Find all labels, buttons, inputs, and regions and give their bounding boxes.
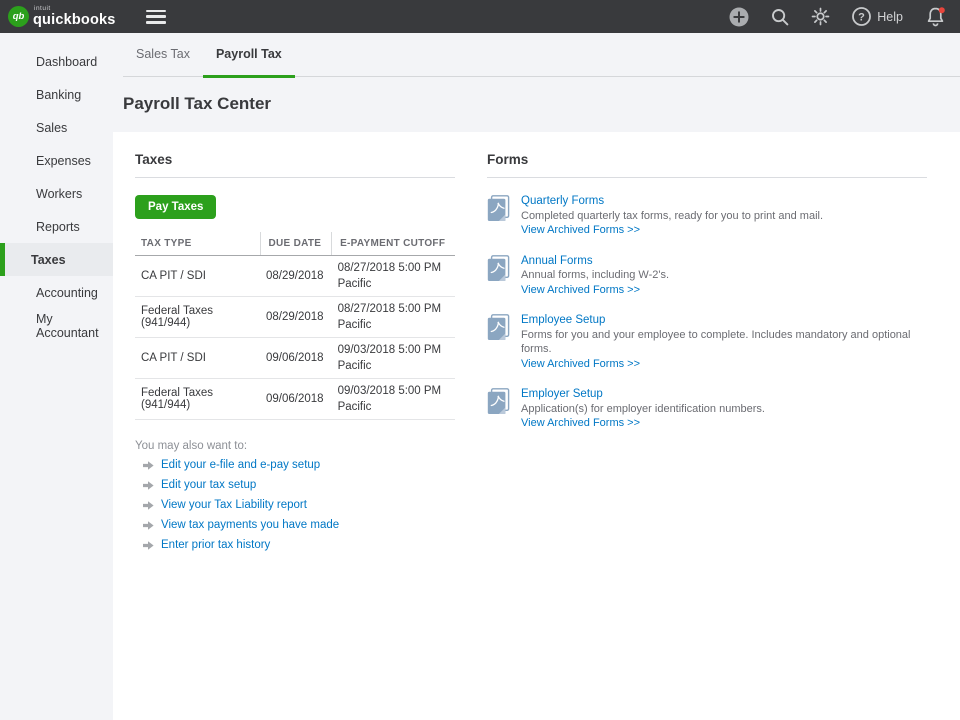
form-description: Application(s) for employer identificati… [521, 402, 765, 415]
sidebar-item-reports[interactable]: Reports [36, 219, 80, 234]
pdf-icon [487, 314, 510, 341]
content: Taxes Pay Taxes TAX TYPE DUE DATE E-PAYM… [113, 132, 960, 720]
cutoff-cell: 09/03/2018 5:00 PM Pacific [331, 378, 455, 420]
also-want-heading: You may also want to: [135, 440, 248, 452]
help-label: Help [877, 9, 903, 24]
due-date-cell: 09/06/2018 [260, 337, 332, 379]
table-row[interactable]: CA PIT / SDI 09/06/2018 09/03/2018 5:00 … [135, 337, 455, 379]
tax-type-cell: Federal Taxes (941/944) [135, 296, 260, 338]
main-area: Sales Tax Payroll Tax Payroll Tax Center… [113, 33, 960, 720]
arrow-right-icon [143, 480, 154, 490]
due-date-cell: 08/29/2018 [260, 296, 332, 338]
tax-type-cell: Federal Taxes (941/944) [135, 378, 260, 420]
svg-text:?: ? [858, 12, 865, 24]
pdf-icon [487, 195, 510, 221]
forms-section: Forms Quarterly Forms Completed quarterl… [487, 152, 960, 720]
cutoff-cell: 08/27/2018 5:00 PM Pacific [331, 296, 455, 338]
link-enter-prior-tax-history[interactable]: Enter prior tax history [135, 535, 455, 555]
plus-circle-icon [729, 7, 749, 26]
pay-taxes-button[interactable]: Pay Taxes [135, 195, 217, 219]
view-archived-forms-link[interactable]: View Archived Forms >> [521, 283, 641, 296]
form-item-employer-setup: Employer Setup Application(s) for employ… [487, 387, 927, 431]
tab-payroll-tax[interactable]: Payroll Tax [202, 33, 295, 78]
sidebar-item-taxes[interactable]: Taxes [0, 243, 113, 276]
tax-type-cell: CA PIT / SDI [135, 337, 260, 379]
arrow-right-icon [143, 540, 154, 550]
taxes-heading: Taxes [135, 152, 455, 178]
form-description: Completed quarterly tax forms, ready for… [521, 209, 824, 222]
table-row[interactable]: Federal Taxes (941/944) 09/06/2018 09/03… [135, 378, 455, 420]
form-title-link[interactable]: Annual Forms [521, 254, 593, 267]
page-title: Payroll Tax Center [123, 94, 272, 113]
col-tax-type: TAX TYPE [135, 232, 260, 256]
view-archived-forms-link[interactable]: View Archived Forms >> [521, 357, 641, 370]
topbar: qb intuit quickbooks ? Help [0, 0, 960, 33]
due-date-cell: 09/06/2018 [260, 378, 332, 420]
notification-dot [938, 6, 945, 13]
quickbooks-logo[interactable]: qb intuit quickbooks [8, 5, 116, 28]
help-button[interactable]: ? Help [852, 7, 903, 26]
quickbooks-wordmark: intuit quickbooks [33, 5, 116, 28]
intuit-label: intuit [34, 5, 51, 12]
tax-type-cell: CA PIT / SDI [135, 255, 260, 297]
sidebar-item-workers[interactable]: Workers [36, 186, 83, 201]
also-want-section: You may also want to: Edit your e-file a… [135, 440, 455, 555]
sidebar-item-sales[interactable]: Sales [36, 120, 68, 135]
table-row[interactable]: Federal Taxes (941/944) 08/29/2018 08/27… [135, 296, 455, 338]
link-view-tax-liability-report[interactable]: View your Tax Liability report [135, 495, 455, 515]
hamburger-menu-icon[interactable] [145, 9, 166, 24]
form-title-link[interactable]: Quarterly Forms [521, 195, 605, 207]
cutoff-cell: 08/27/2018 5:00 PM Pacific [331, 255, 455, 297]
quickbooks-label: quickbooks [33, 11, 116, 28]
view-archived-forms-link[interactable]: View Archived Forms >> [521, 417, 641, 430]
due-date-cell: 08/29/2018 [260, 255, 332, 297]
form-item-annual-forms: Annual Forms Annual forms, including W-2… [487, 254, 927, 298]
sidebar-item-my-accountant[interactable]: My Accountant [36, 311, 99, 340]
help-icon: ? [852, 7, 872, 26]
sidebar-item-dashboard[interactable]: Dashboard [36, 54, 98, 69]
arrow-right-icon [143, 500, 154, 510]
sidebar-item-accounting[interactable]: Accounting [36, 285, 98, 300]
bell-icon [927, 6, 945, 26]
settings-button[interactable] [811, 7, 830, 26]
pdf-icon [487, 387, 510, 414]
create-plus-button[interactable] [729, 7, 749, 27]
col-due-date: DUE DATE [259, 232, 332, 256]
tab-sales-tax[interactable]: Sales Tax [136, 47, 190, 61]
quickbooks-logo-icon: qb [8, 6, 29, 27]
search-icon [772, 8, 789, 25]
arrow-right-icon [143, 520, 154, 530]
form-item-quarterly-forms: Quarterly Forms Completed quarterly tax … [487, 194, 927, 238]
link-view-tax-payments[interactable]: View tax payments you have made [135, 515, 455, 535]
tax-table-header-row: TAX TYPE DUE DATE E-PAYMENT CUTOFF [135, 232, 455, 256]
table-row[interactable]: CA PIT / SDI 08/29/2018 08/27/2018 5:00 … [135, 255, 455, 297]
form-title-link[interactable]: Employee Setup [521, 314, 606, 327]
link-edit-efile-epay-setup[interactable]: Edit your e-file and e-pay setup [135, 455, 455, 475]
search-button[interactable] [771, 8, 789, 26]
pdf-icon [487, 254, 510, 281]
form-description: Annual forms, including W-2's. [521, 269, 670, 282]
view-archived-forms-link[interactable]: View Archived Forms >> [521, 224, 641, 237]
tax-table: TAX TYPE DUE DATE E-PAYMENT CUTOFF CA PI… [135, 232, 455, 420]
cutoff-cell: 09/03/2018 5:00 PM Pacific [331, 337, 455, 379]
form-title-link[interactable]: Employer Setup [521, 387, 603, 400]
sidebar: Dashboard Banking Sales Expenses Workers… [0, 33, 113, 720]
sidebar-item-expenses[interactable]: Expenses [36, 153, 91, 168]
tax-tabs: Sales Tax Payroll Tax [123, 33, 960, 78]
form-item-employee-setup: Employee Setup Forms for you and your em… [487, 313, 927, 371]
notifications-button[interactable] [925, 6, 946, 28]
gear-icon [811, 7, 830, 26]
page-header: Sales Tax Payroll Tax Payroll Tax Center [113, 33, 960, 132]
taxes-section: Taxes Pay Taxes TAX TYPE DUE DATE E-PAYM… [135, 152, 455, 720]
forms-heading: Forms [487, 152, 927, 178]
col-epayment-cutoff: E-PAYMENT CUTOFF [331, 232, 455, 256]
form-description: Forms for you and your employee to compl… [521, 329, 911, 356]
arrow-right-icon [143, 460, 154, 470]
link-edit-tax-setup[interactable]: Edit your tax setup [135, 475, 455, 495]
sidebar-item-banking[interactable]: Banking [36, 87, 82, 102]
